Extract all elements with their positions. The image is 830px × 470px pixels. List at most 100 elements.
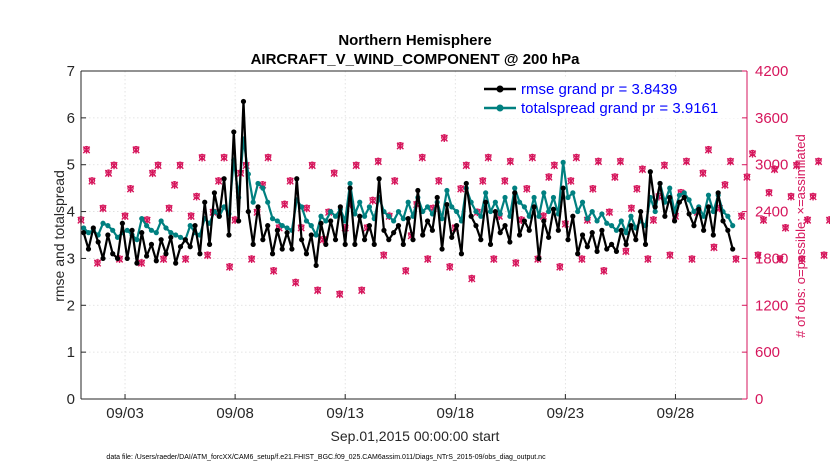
series-point <box>328 208 334 215</box>
obs-assimilated-point <box>369 196 377 205</box>
series-point <box>487 208 494 215</box>
right-tick-label: 1800 <box>755 250 788 267</box>
series-point <box>134 237 140 243</box>
series-point <box>303 251 310 257</box>
obs-assimilated-point <box>501 177 509 185</box>
series-point <box>725 227 731 233</box>
obs-assimilated-point <box>512 259 520 267</box>
left-tick-label: 4 <box>67 204 75 221</box>
y-axis-label-right: # of obs: o=possible; ×=assimilated <box>793 134 808 337</box>
series-point <box>676 192 683 198</box>
series-point <box>507 239 513 245</box>
obs-assimilated-point <box>418 153 426 162</box>
obs-assimilated-point <box>247 255 256 264</box>
series-point <box>342 241 348 247</box>
series-point <box>148 241 155 247</box>
obs-assimilated-point <box>121 212 129 221</box>
obs-assimilated-point <box>424 255 432 264</box>
obs-assimilated-point <box>203 251 212 260</box>
series-point <box>589 230 595 236</box>
series-point <box>366 204 373 210</box>
obs-assimilated-point <box>688 255 696 264</box>
obs-assimilated-point <box>809 192 817 201</box>
x-tick-label: 09/03 <box>106 405 144 422</box>
series-point <box>633 237 639 243</box>
obs-assimilated-point <box>170 181 179 189</box>
obs-assimilated-point <box>440 134 448 142</box>
obs-assimilated-point <box>572 153 581 162</box>
series-point <box>129 227 135 233</box>
series-point <box>454 208 460 215</box>
series-point <box>676 199 683 205</box>
obs-assimilated-point <box>638 165 647 174</box>
series-point <box>260 237 266 243</box>
obs-assimilated-point <box>176 161 184 170</box>
series-point <box>691 223 697 229</box>
obs-assimilated-point <box>148 169 157 178</box>
series-point <box>163 225 169 231</box>
obs-assimilated-point <box>556 263 564 271</box>
obs-assimilated-point <box>374 157 382 166</box>
obs-assimilated-point <box>660 161 669 170</box>
series-point <box>168 234 174 240</box>
data-file-footer: data file: /Users/raeder/DAI/ATM_forcXX/… <box>106 454 546 461</box>
series-point <box>347 185 353 191</box>
series-point <box>177 244 184 250</box>
obs-assimilated-point <box>523 185 531 193</box>
obs-assimilated-point <box>627 204 636 213</box>
series-point <box>599 227 605 233</box>
series-point <box>618 218 624 224</box>
series-point <box>134 260 140 266</box>
series-point <box>584 244 590 250</box>
obs-assimilated-point <box>600 267 608 275</box>
obs-assimilated-point <box>479 177 487 185</box>
obs-assimilated-point <box>528 153 537 162</box>
series-point <box>667 185 673 191</box>
obs-assimilated-point <box>280 200 289 209</box>
series-point <box>90 225 96 231</box>
series-point <box>386 237 392 243</box>
series-point <box>546 208 552 215</box>
series-point <box>657 180 663 187</box>
obs-assimilated-point <box>468 274 476 283</box>
series-point <box>177 234 184 240</box>
series-point <box>110 227 116 233</box>
series-point <box>391 230 397 236</box>
series-point <box>100 255 106 262</box>
series-point <box>628 213 634 219</box>
obs-assimilated-point <box>99 204 107 213</box>
series-point <box>730 223 736 229</box>
series-point <box>250 241 256 247</box>
obs-assimilated-point <box>759 216 768 224</box>
obs-assimilated-point <box>710 243 718 252</box>
obs-assimilated-point <box>220 153 228 162</box>
obs-assimilated-point <box>792 161 801 170</box>
series-point <box>386 213 392 219</box>
series-point <box>710 232 716 238</box>
series-point <box>608 241 615 247</box>
obs-assimilated-point <box>313 286 322 295</box>
series-point <box>715 190 721 196</box>
series-point <box>313 262 319 269</box>
obs-assimilated-point <box>181 255 190 264</box>
series-point <box>575 251 581 257</box>
series-point <box>216 213 222 219</box>
series-point <box>187 223 193 229</box>
series-point <box>526 227 532 233</box>
series-point <box>332 237 339 243</box>
series-point <box>395 223 402 229</box>
series-point <box>429 227 435 233</box>
series-point <box>555 227 561 233</box>
series-point <box>405 199 411 205</box>
series-point <box>473 208 479 215</box>
obs-assimilated-point <box>781 224 790 232</box>
series-point <box>182 237 188 243</box>
series-point <box>391 218 397 224</box>
legend-marker-rmse <box>496 85 504 93</box>
series-point <box>686 197 692 203</box>
series-point <box>623 230 629 236</box>
series-point <box>255 180 261 187</box>
series-point <box>589 208 595 215</box>
right-tick-label: 3000 <box>755 157 788 174</box>
